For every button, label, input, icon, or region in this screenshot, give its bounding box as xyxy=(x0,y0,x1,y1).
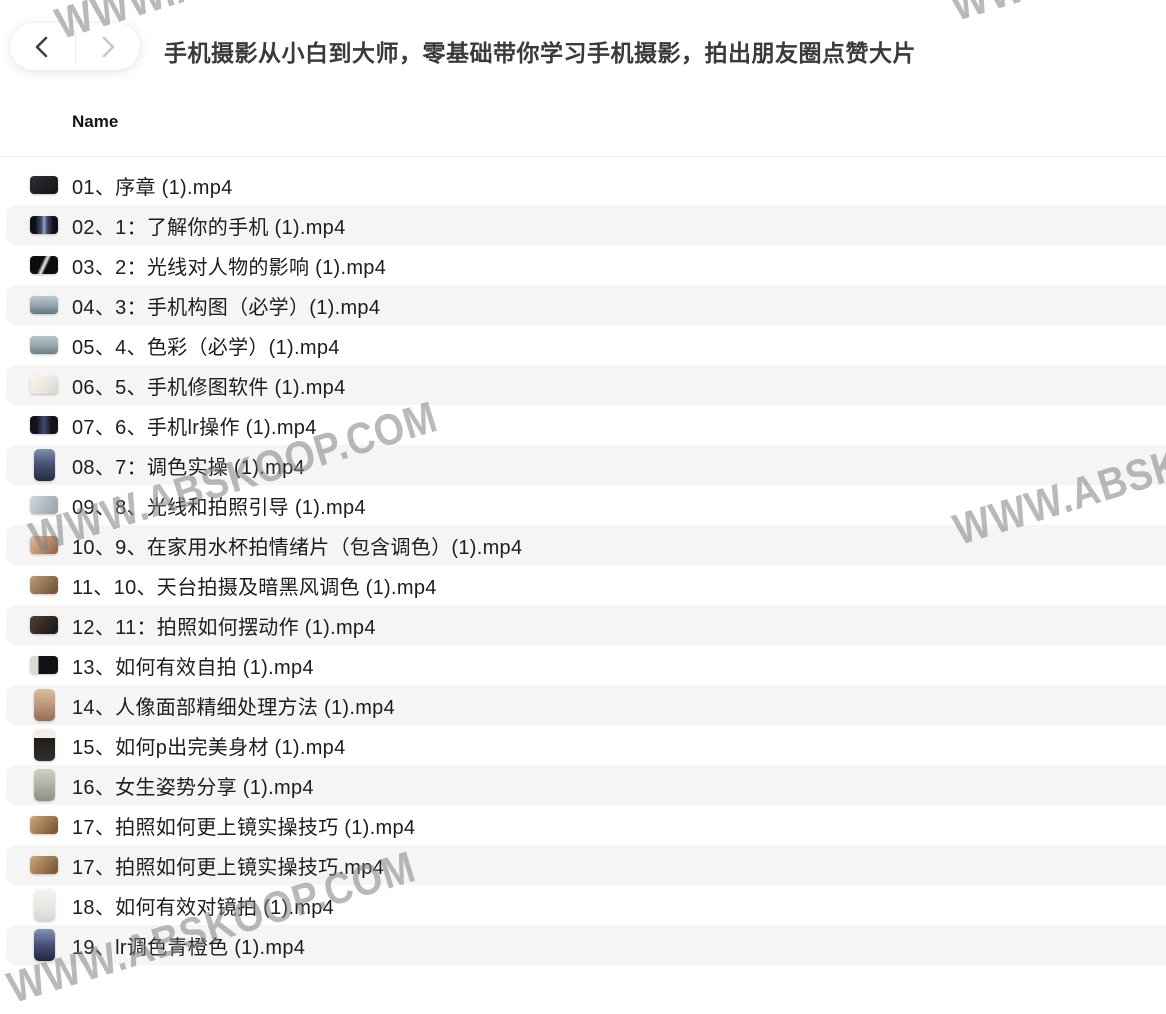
video-thumbnail-icon xyxy=(33,769,55,801)
file-name[interactable]: 14、人像面部精细处理方法 (1).mp4 xyxy=(72,696,396,719)
nav-divider xyxy=(74,29,76,64)
file-row[interactable]: 15、如何p出完美身材 (1).mp4 xyxy=(6,725,1166,765)
thumbnail-slot xyxy=(30,336,58,354)
video-thumbnail-icon xyxy=(30,296,58,314)
file-name[interactable]: 12、11：拍照如何摆动作 (1).mp4 xyxy=(72,616,376,639)
file-name[interactable]: 17、拍照如何更上镜实操技巧.mp4 xyxy=(72,856,385,879)
thumbnail-slot xyxy=(30,576,58,594)
file-name[interactable]: 15、如何p出完美身材 (1).mp4 xyxy=(72,736,346,759)
thumbnail-slot xyxy=(30,216,58,234)
file-row[interactable]: 18、如何有效对镜拍 (1).mp4 xyxy=(6,885,1166,925)
thumbnail-slot xyxy=(30,496,58,514)
thumbnail-slot xyxy=(30,536,58,554)
file-name[interactable]: 08、7：调色实操 (1).mp4 xyxy=(72,456,305,479)
file-row[interactable]: 19、lr调色青橙色 (1).mp4 xyxy=(6,925,1166,965)
file-row[interactable]: 09、8、光线和拍照引导 (1).mp4 xyxy=(6,485,1166,525)
video-thumbnail-icon xyxy=(30,376,58,394)
file-row[interactable]: 12、11：拍照如何摆动作 (1).mp4 xyxy=(6,605,1166,645)
thumbnail-slot xyxy=(30,769,58,801)
thumbnail-slot xyxy=(30,929,58,961)
video-thumbnail-icon xyxy=(30,816,58,834)
forward-button[interactable] xyxy=(76,23,141,70)
thumbnail-slot xyxy=(30,889,58,921)
thumbnail-slot xyxy=(30,656,58,674)
file-row[interactable]: 06、5、手机修图软件 (1).mp4 xyxy=(6,365,1166,405)
file-row[interactable]: 17、拍照如何更上镜实操技巧 (1).mp4 xyxy=(6,805,1166,845)
video-thumbnail-icon xyxy=(30,616,58,634)
file-row[interactable]: 02、1：了解你的手机 (1).mp4 xyxy=(6,205,1166,245)
header-divider xyxy=(0,156,1166,157)
file-name[interactable]: 11、10、天台拍摄及暗黑风调色 (1).mp4 xyxy=(72,576,437,599)
video-thumbnail-icon xyxy=(30,336,58,354)
file-row[interactable]: 08、7：调色实操 (1).mp4 xyxy=(6,445,1166,485)
thumbnail-slot xyxy=(30,689,58,721)
video-thumbnail-icon xyxy=(33,889,55,921)
file-row[interactable]: 11、10、天台拍摄及暗黑风调色 (1).mp4 xyxy=(6,565,1166,605)
video-thumbnail-icon xyxy=(33,929,55,961)
file-name[interactable]: 17、拍照如何更上镜实操技巧 (1).mp4 xyxy=(72,816,416,839)
file-name[interactable]: 19、lr调色青橙色 (1).mp4 xyxy=(72,936,306,959)
file-name[interactable]: 10、9、在家用水杯拍情绪片（包含调色）(1).mp4 xyxy=(72,536,523,559)
thumbnail-slot xyxy=(30,449,58,481)
file-name[interactable]: 09、8、光线和拍照引导 (1).mp4 xyxy=(72,496,366,519)
file-name[interactable]: 01、序章 (1).mp4 xyxy=(72,176,233,199)
column-header-name[interactable]: Name xyxy=(72,112,119,131)
thumbnail-slot xyxy=(30,729,58,761)
video-thumbnail-icon xyxy=(30,176,58,194)
file-row[interactable]: 10、9、在家用水杯拍情绪片（包含调色）(1).mp4 xyxy=(6,525,1166,565)
file-row[interactable]: 14、人像面部精细处理方法 (1).mp4 xyxy=(6,685,1166,725)
file-name[interactable]: 07、6、手机lr操作 (1).mp4 xyxy=(72,416,317,439)
video-thumbnail-icon xyxy=(30,256,58,274)
back-button[interactable] xyxy=(10,23,75,70)
thumbnail-slot xyxy=(30,416,58,434)
thumbnail-slot xyxy=(30,376,58,394)
file-row[interactable]: 05、4、色彩（必学）(1).mp4 xyxy=(6,325,1166,365)
chevron-right-icon xyxy=(99,35,117,59)
thumbnail-slot xyxy=(30,296,58,314)
file-row[interactable]: 16、女生姿势分享 (1).mp4 xyxy=(6,765,1166,805)
thumbnail-slot xyxy=(30,856,58,874)
file-row[interactable]: 03、2：光线对人物的影响 (1).mp4 xyxy=(6,245,1166,285)
video-thumbnail-icon xyxy=(33,689,55,721)
file-row[interactable]: 04、3：手机构图（必学）(1).mp4 xyxy=(6,285,1166,325)
thumbnail-slot xyxy=(30,816,58,834)
file-row[interactable]: 01、序章 (1).mp4 xyxy=(6,165,1166,205)
video-thumbnail-icon xyxy=(30,536,58,554)
chevron-left-icon xyxy=(33,35,51,59)
thumbnail-slot xyxy=(30,176,58,194)
file-row[interactable]: 07、6、手机lr操作 (1).mp4 xyxy=(6,405,1166,445)
video-thumbnail-icon xyxy=(33,449,55,481)
thumbnail-slot xyxy=(30,256,58,274)
file-list: 01、序章 (1).mp4 02、1：了解你的手机 (1).mp4 03、2：光… xyxy=(0,165,1166,965)
file-name[interactable]: 02、1：了解你的手机 (1).mp4 xyxy=(72,216,346,239)
video-thumbnail-icon xyxy=(33,729,55,761)
file-name[interactable]: 05、4、色彩（必学）(1).mp4 xyxy=(72,336,340,359)
video-thumbnail-icon xyxy=(30,496,58,514)
video-thumbnail-icon xyxy=(30,576,58,594)
nav-pill xyxy=(10,23,140,70)
watermark: WWW.ABSKOOP.COM xyxy=(945,0,1166,32)
video-thumbnail-icon xyxy=(30,656,58,674)
file-name[interactable]: 03、2：光线对人物的影响 (1).mp4 xyxy=(72,256,387,279)
file-name[interactable]: 04、3：手机构图（必学）(1).mp4 xyxy=(72,296,381,319)
video-thumbnail-icon xyxy=(30,416,58,434)
file-name[interactable]: 06、5、手机修图软件 (1).mp4 xyxy=(72,376,346,399)
file-row[interactable]: 13、如何有效自拍 (1).mp4 xyxy=(6,645,1166,685)
thumbnail-slot xyxy=(30,616,58,634)
page-title: 手机摄影从小白到大师，零基础带你学习手机摄影，拍出朋友圈点赞大片 xyxy=(164,40,916,66)
video-thumbnail-icon xyxy=(30,216,58,234)
file-name[interactable]: 18、如何有效对镜拍 (1).mp4 xyxy=(72,896,335,919)
video-thumbnail-icon xyxy=(30,856,58,874)
file-row[interactable]: 17、拍照如何更上镜实操技巧.mp4 xyxy=(6,845,1166,885)
file-name[interactable]: 16、女生姿势分享 (1).mp4 xyxy=(72,776,314,799)
file-name[interactable]: 13、如何有效自拍 (1).mp4 xyxy=(72,656,314,679)
